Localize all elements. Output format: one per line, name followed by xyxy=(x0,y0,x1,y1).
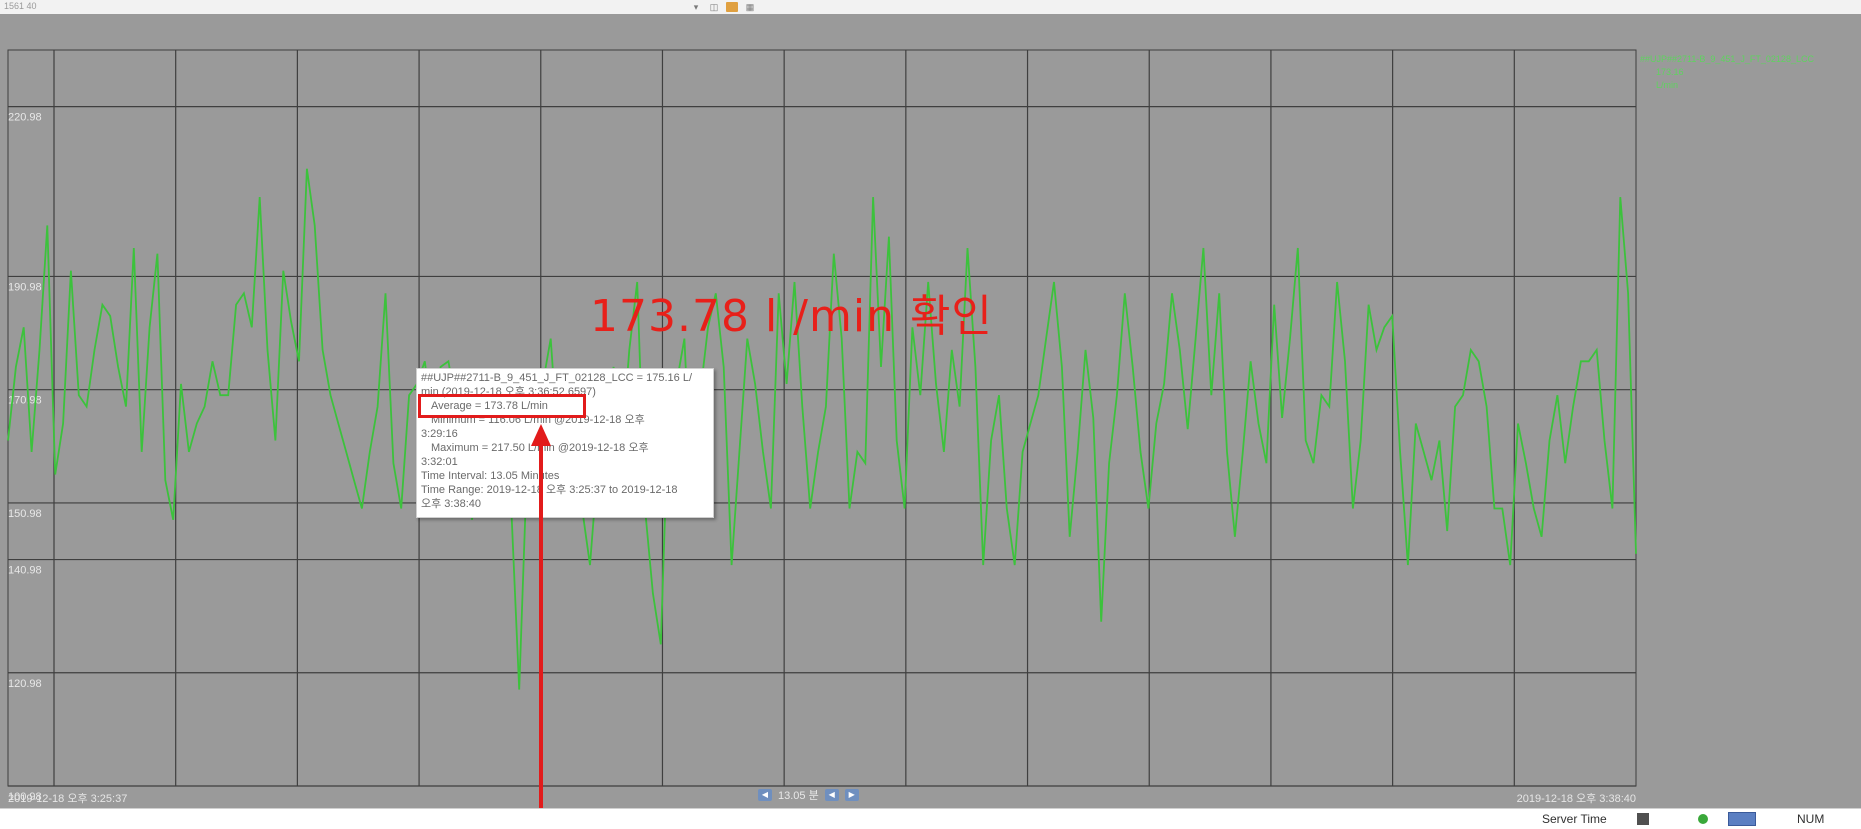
zoom-icon[interactable]: ◫ xyxy=(709,1,719,12)
y-tick-label: 150.98 xyxy=(8,508,42,520)
dropdown-icon[interactable]: ▾ xyxy=(693,1,699,12)
tooltip-tag-line: ##UJP##2711-B_9_451_J_FT_02128_LCC = 175… xyxy=(421,372,693,384)
legend-value: 173.16 xyxy=(1656,67,1684,77)
legend-unit: L/min xyxy=(1656,80,1678,90)
x-end-label: 2019-12-18 오후 3:38:40 xyxy=(1517,792,1636,805)
monitor-icon[interactable] xyxy=(1728,812,1756,826)
interval-label: 13.05 분 xyxy=(778,790,819,802)
tooltip-interval: Time Interval: 13.05 Minutes xyxy=(421,470,560,482)
toolbar: ▾ ◫ ▦ xyxy=(690,0,756,13)
y-tick-label: 100.98 xyxy=(8,791,42,803)
y-tick-label: 170.98 xyxy=(8,395,42,407)
tooltip-maximum-time: 3:32:01 xyxy=(421,456,458,468)
status-bar: Server Time NUM xyxy=(0,808,1861,829)
plot-area xyxy=(7,49,1637,787)
y-tick-label: 140.98 xyxy=(8,565,42,577)
tooltip-range-end: 오후 3:38:40 xyxy=(421,498,481,510)
nav-forward-icon[interactable]: ▶ xyxy=(844,789,859,801)
annotation-text: 173.78 l /min 확인 xyxy=(590,291,993,342)
server-time-label: Server Time xyxy=(1542,812,1607,826)
trend-chart: 220.98 190.98 170.98 150.98 140.98 120.98 100.… xyxy=(0,14,1861,808)
y-tick-label: 190.98 xyxy=(8,281,42,293)
time-navigation: ◀ 13.05 분 ◀ ▶ xyxy=(758,787,859,803)
tooltip-minimum-time: 3:29:16 xyxy=(421,428,458,440)
connection-status-icon xyxy=(1698,814,1708,824)
trend-plot[interactable]: 220.98 190.98 170.98 150.98 140.98 120.98 100.… xyxy=(0,14,1861,808)
tooltip-range: Time Range: 2019-12-18 오후 3:25:37 to 201… xyxy=(421,484,678,496)
trend-line xyxy=(7,168,1637,690)
y-tick-label: 120.98 xyxy=(8,678,42,690)
settings-icon[interactable]: ▦ xyxy=(745,1,755,12)
bookmark-icon[interactable] xyxy=(726,1,738,12)
y-tick-label: 220.98 xyxy=(8,112,42,124)
tooltip-maximum: Maximum = 217.50 L/min @2019-12-18 오후 xyxy=(431,442,649,454)
legend-tag: ##UJP##2711-B_9_451_J_FT_02128_LCC xyxy=(1640,54,1814,64)
num-lock-indicator: NUM xyxy=(1797,812,1825,826)
window-titlebar: 1561 40 ▾ ◫ ▦ xyxy=(0,0,1861,15)
nav-left-icon[interactable]: ◀ xyxy=(758,789,772,801)
average-highlight-box xyxy=(418,394,586,418)
nav-back-icon[interactable]: ◀ xyxy=(824,789,839,801)
window-title: 1561 40 xyxy=(4,1,37,11)
value-tooltip: ##UJP##2711-B_9_451_J_FT_02128_LCC = 175… xyxy=(416,368,714,518)
tooltip-average: Average = 173.78 L/min xyxy=(431,400,548,412)
calendar-icon[interactable] xyxy=(1637,813,1649,825)
x-start-label: 2019-12-18 오후 3:25:37 xyxy=(8,792,127,805)
